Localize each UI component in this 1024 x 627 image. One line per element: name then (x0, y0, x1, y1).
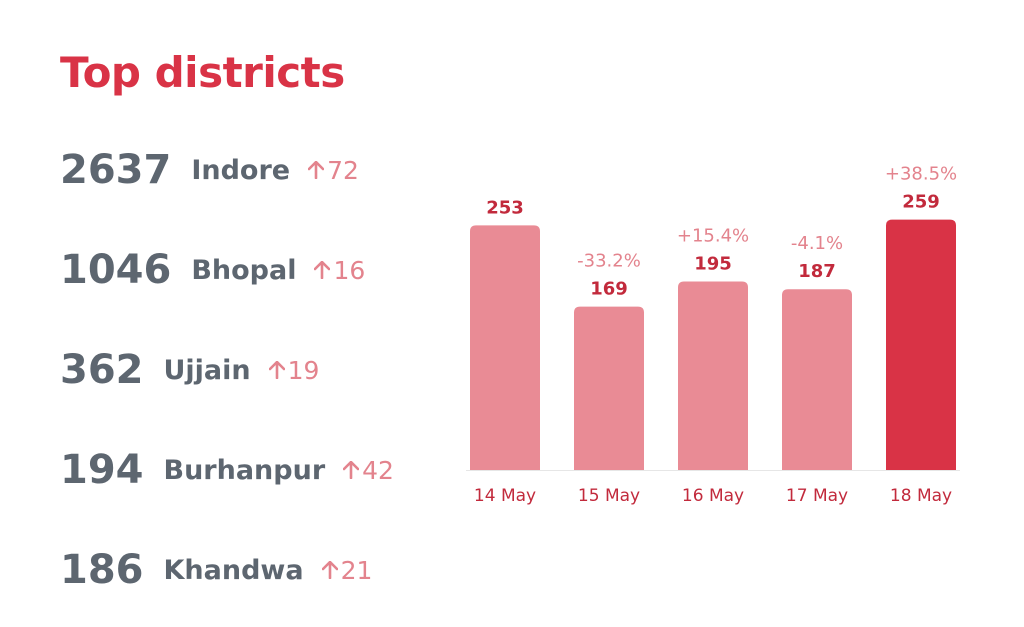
daily-cases-bar-chart: 253 14 May 169 -33.2% 15 May 195 +15.4% 16 May 1… (466, 164, 960, 506)
x-tick-label-0: 14 May (474, 486, 536, 506)
district-count: 186 (60, 547, 144, 593)
district-count: 1046 (60, 247, 172, 293)
district-row-ujjain: 362 Ujjain 19 (60, 340, 319, 400)
arrow-up-icon (343, 461, 360, 479)
district-change-value: 21 (340, 555, 373, 585)
arrow-up-icon (314, 261, 331, 279)
district-name: Burhanpur (163, 454, 326, 486)
district-row-bhopal: 1046 Bhopal 16 (60, 240, 365, 300)
district-name: Bhopal (191, 254, 297, 286)
district-change-value: 16 (333, 255, 366, 285)
bar-value-label-3: 187 (798, 261, 836, 282)
x-tick-label-3: 17 May (786, 486, 848, 506)
x-tick-label-2: 16 May (682, 486, 744, 506)
bar-percent-label-2: +15.4% (677, 226, 749, 247)
district-change: 21 (321, 555, 373, 585)
district-change-value: 72 (327, 155, 359, 185)
district-change: 42 (343, 456, 394, 485)
bar-3 (782, 289, 852, 470)
bar-value-label-4: 259 (902, 192, 940, 213)
district-name: Ujjain (163, 354, 251, 386)
district-change: 16 (314, 256, 365, 285)
district-change: 19 (268, 355, 320, 385)
district-change-value: 42 (362, 455, 394, 485)
district-name: Khandwa (163, 554, 304, 586)
bar-value-label-0: 253 (486, 197, 524, 218)
bar-percent-label-4: +38.5% (885, 164, 957, 185)
bar-1 (574, 306, 644, 470)
page-title: Top districts (60, 48, 345, 97)
district-change: 72 (308, 156, 359, 185)
district-row-indore: 2637 Indore 72 (60, 140, 359, 200)
district-count: 194 (60, 447, 144, 493)
bar-2 (678, 281, 748, 470)
district-count: 2637 (60, 147, 172, 193)
district-row-burhanpur: 194 Burhanpur 42 (60, 440, 394, 500)
bar-4 (886, 219, 956, 470)
district-change-value: 19 (287, 355, 320, 385)
bar-percent-label-3: -4.1% (791, 233, 843, 254)
arrow-up-icon (308, 161, 325, 179)
bar-percent-label-1: -33.2% (577, 251, 641, 272)
arrow-up-icon (268, 361, 285, 379)
arrow-up-icon (321, 561, 338, 579)
x-tick-label-1: 15 May (578, 486, 640, 506)
district-row-khandwa: 186 Khandwa 21 (60, 540, 372, 600)
district-count: 362 (60, 347, 144, 393)
x-tick-label-4: 18 May (890, 486, 952, 506)
bar-value-label-1: 169 (590, 279, 628, 300)
district-name: Indore (191, 154, 291, 186)
bar-0 (470, 225, 540, 470)
bar-value-label-2: 195 (694, 254, 732, 275)
